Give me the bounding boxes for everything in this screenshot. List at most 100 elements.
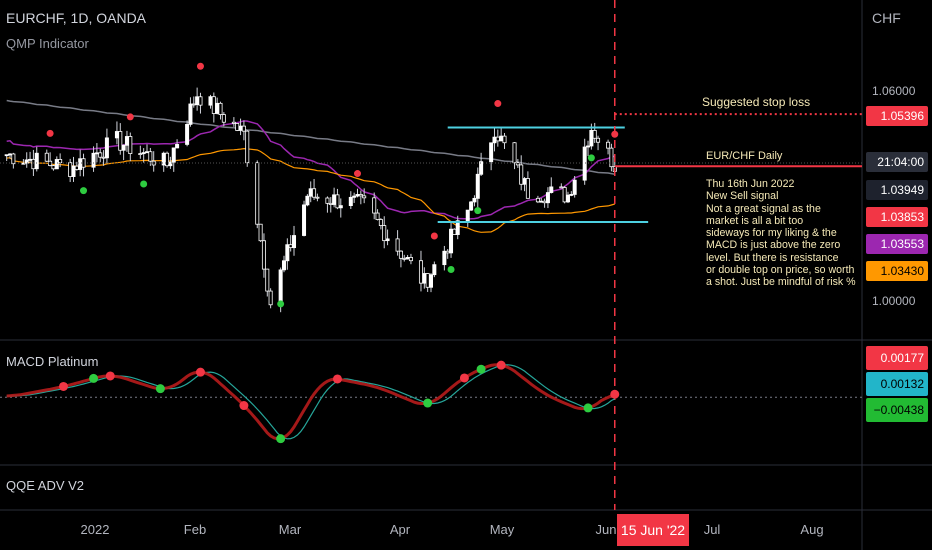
buy-signal-dot	[447, 266, 455, 274]
candle-body	[265, 268, 270, 292]
candle-body	[268, 290, 273, 306]
candle-body	[308, 188, 313, 197]
candle-body	[302, 204, 307, 236]
candle-body	[34, 152, 39, 170]
candle-body	[549, 186, 554, 193]
macd-sell-dot	[610, 389, 620, 399]
candle-body	[118, 131, 123, 151]
candle-body	[442, 250, 447, 266]
candle-body	[572, 179, 577, 195]
candle-body	[312, 188, 317, 198]
price-tag-last: 1.03853	[866, 207, 928, 227]
macd-buy-dot	[583, 403, 593, 413]
time-tick-jul: Jul	[703, 522, 721, 537]
candle-body	[358, 194, 363, 197]
candle-body	[121, 144, 126, 151]
candle-body	[425, 273, 430, 288]
candle-body	[592, 130, 597, 139]
candle-body	[499, 135, 504, 142]
chart-title: EURCHF, 1D, OANDA	[6, 10, 147, 26]
time-tick-mar: Mar	[278, 522, 302, 537]
candle-body	[492, 136, 497, 144]
note-line: New Sell signal	[706, 190, 779, 203]
macd-buy-dot	[476, 364, 486, 374]
candle-body	[338, 205, 343, 209]
candle-body	[71, 165, 76, 177]
indicator-macd-label: MACD Platinum	[6, 354, 99, 369]
candle-body	[382, 225, 387, 242]
candle-body	[241, 125, 246, 132]
candle-body	[218, 102, 223, 115]
note-line: market is all a bit too	[706, 214, 804, 227]
note-line: sideways for my liking & the	[706, 227, 837, 240]
price-tag-stop: 1.05396	[866, 106, 928, 126]
note-line: level. But there is resistance	[706, 251, 839, 264]
candle-body	[452, 228, 457, 235]
indicator-qqe-label: QQE ADV V2	[6, 478, 85, 493]
candle-body	[465, 209, 470, 222]
candle-body	[78, 158, 83, 170]
candle-body	[422, 273, 427, 284]
candle-body	[432, 264, 437, 276]
macd-sell-dot	[459, 373, 469, 383]
candle-body	[589, 130, 594, 147]
candle-body	[522, 178, 527, 185]
candle-body	[545, 192, 550, 204]
candle-body	[362, 195, 367, 199]
candle-body	[165, 152, 170, 167]
candle-body	[398, 250, 403, 259]
candle-body	[261, 240, 266, 270]
note-line: MACD is just above the zero	[706, 239, 841, 252]
candle-body	[525, 178, 530, 199]
candle-body	[559, 186, 564, 189]
candle-body	[515, 162, 520, 166]
candle-body	[221, 114, 226, 123]
macd-buy-dot	[155, 384, 165, 394]
candle-body	[285, 244, 290, 262]
candle-body	[542, 200, 547, 204]
candle-body	[348, 196, 353, 207]
macd-sell-dot	[105, 371, 115, 381]
macd-main-line	[6, 363, 616, 441]
candle-body	[489, 142, 494, 163]
currency-label: CHF	[872, 10, 901, 26]
candle-body	[195, 96, 200, 106]
sell-signal-dot	[196, 62, 204, 70]
sell-signal-dot	[126, 113, 134, 121]
candle-body	[54, 159, 59, 170]
candle-body	[395, 238, 400, 252]
candle-body	[479, 161, 484, 175]
sell-signal-dot	[494, 100, 502, 108]
candle-body	[281, 260, 286, 271]
candle-body	[28, 158, 33, 161]
candle-body	[569, 194, 574, 196]
macd-buy-dot	[276, 434, 286, 444]
candle-body	[188, 103, 193, 125]
time-tick-apr: Apr	[389, 522, 411, 537]
candle-body	[145, 151, 150, 154]
candle-body	[44, 152, 49, 162]
price-tag-time: 21:04:00	[866, 152, 928, 172]
candle-body	[231, 121, 236, 124]
candle-body	[408, 257, 413, 262]
candle-body	[185, 123, 190, 145]
candle-body	[606, 141, 611, 149]
candle-body	[175, 144, 180, 149]
candle-body	[8, 153, 13, 156]
candle-body	[428, 274, 433, 288]
candle-body	[562, 187, 567, 203]
candle-body	[402, 257, 407, 260]
candle-body	[98, 152, 103, 158]
macd-tag-main: 0.00177	[866, 346, 928, 370]
macd-buy-dot	[423, 398, 433, 408]
candle-body	[378, 219, 383, 226]
candle-body	[305, 195, 310, 206]
candle-body	[328, 202, 333, 205]
candle-body	[24, 159, 29, 164]
macd-sell-dot	[195, 367, 205, 377]
candle-body	[4, 154, 9, 157]
candle-body	[21, 162, 26, 165]
macd-tag-signal: 0.00132	[866, 372, 928, 396]
buy-signal-dot	[277, 300, 285, 308]
